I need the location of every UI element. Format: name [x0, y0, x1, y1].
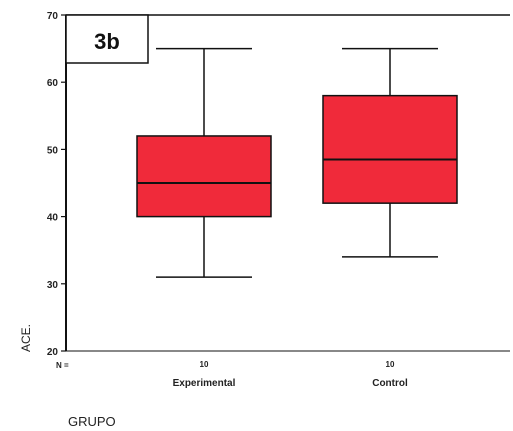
y-axis-label: ACE. [19, 324, 33, 352]
labels-group: N = 10 Experimental 10 Control [56, 360, 408, 389]
panel-label: 3b [94, 29, 120, 54]
y-tick-label: 20 [47, 347, 59, 358]
iqr-box [322, 94, 458, 204]
x-category-label: Control [372, 378, 408, 389]
iqr-box [136, 135, 272, 218]
y-tick-label: 30 [47, 280, 59, 291]
n-prefix-label: N = [56, 361, 69, 370]
box-control [322, 47, 458, 258]
y-tick-label: 40 [47, 213, 59, 224]
n-count-label: 10 [200, 360, 209, 369]
panel-label-box: 3b [65, 14, 149, 64]
x-category-label: Experimental [173, 378, 236, 389]
y-tick-label: 50 [47, 145, 59, 156]
x-axis-title: GRUPO [68, 414, 116, 429]
box-experimental [136, 47, 272, 278]
y-tick-label: 60 [47, 78, 59, 89]
n-count-label: 10 [386, 360, 395, 369]
y-tick-label: 70 [47, 11, 59, 22]
boxes-group [136, 47, 458, 278]
